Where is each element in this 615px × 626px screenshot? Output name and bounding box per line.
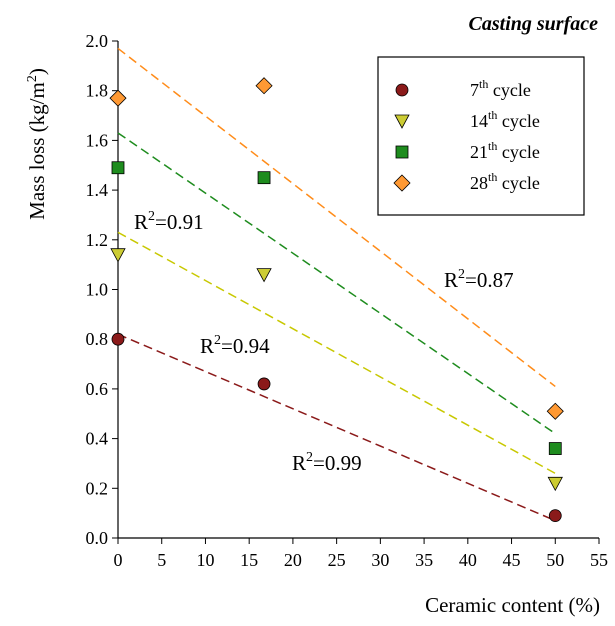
- r2-annotation-2: R2=0.94: [200, 333, 270, 358]
- data-point-series-4: [546, 402, 564, 420]
- y-axis-label: Mass loss (kg/m2): [25, 68, 49, 220]
- y-tick-label: 1.8: [86, 81, 109, 101]
- x-tick-label: 0: [114, 550, 123, 570]
- x-tick-label: 30: [371, 550, 389, 570]
- y-axis-label-base: Mass loss (kg/m: [25, 82, 49, 220]
- legend-label-3: 21th cycle: [470, 139, 540, 162]
- y-tick-label: 1.2: [86, 230, 109, 250]
- chart-title: Casting surface: [469, 13, 599, 35]
- x-tick-label: 35: [415, 550, 433, 570]
- data-point-series-1: [257, 377, 271, 391]
- y-axis-label-sup: 2: [25, 75, 40, 82]
- legend-label-2: 14th cycle: [470, 108, 540, 131]
- x-tick-label: 25: [328, 550, 346, 570]
- trend-line-1: [117, 333, 556, 522]
- legend-marker-1: [395, 83, 409, 97]
- legend: 7th cycle 14th cycle 21th cycle 28th cycle: [377, 56, 585, 216]
- x-tick-label: 10: [196, 550, 214, 570]
- x-tick-label: 5: [157, 550, 166, 570]
- legend-marker-3: [395, 145, 409, 159]
- x-tick-label: 40: [459, 550, 477, 570]
- y-tick-label: 1.4: [86, 180, 109, 200]
- plot-layer: 0 5 10 15 20 25 30 35 40 45 50 55 0.0 0.2 0.4 0.6 0.8 1.0…: [86, 31, 609, 570]
- r2-annotation-1: R2=0.99: [292, 450, 362, 475]
- x-tick-label: 55: [590, 550, 608, 570]
- legend-label-1: 7th cycle: [470, 77, 531, 100]
- data-point-series-4: [109, 89, 127, 107]
- legend-label-4: 28th cycle: [470, 170, 540, 193]
- r2-annotation-3: R2=0.91: [134, 209, 204, 234]
- y-tick-label: 0.6: [86, 379, 109, 399]
- y-tick-label: 0.8: [86, 329, 109, 349]
- x-tick-label: 20: [284, 550, 302, 570]
- legend-marker-2: [394, 114, 410, 129]
- data-point-series-4: [255, 77, 273, 95]
- r2-annotation-4: R2=0.87: [444, 267, 514, 292]
- x-tick-label: 45: [503, 550, 521, 570]
- legend-box: [377, 56, 585, 216]
- trend-line-3: [117, 132, 556, 435]
- data-point-series-2: [547, 476, 563, 492]
- y-axis-label-end: ): [25, 68, 49, 75]
- data-point-series-2: [110, 248, 126, 263]
- data-point-series-3: [257, 171, 271, 185]
- x-tick-label: 15: [240, 550, 258, 570]
- data-point-series-1: [548, 509, 562, 523]
- data-point-series-3: [548, 442, 562, 455]
- y-tick-label: 0.4: [86, 429, 109, 449]
- y-tick-label: 2.0: [86, 31, 109, 51]
- legend-marker-4: [393, 174, 411, 192]
- data-point-series-2: [256, 268, 272, 283]
- trend-line-4: [117, 47, 556, 388]
- y-tick-label: 0.0: [86, 528, 109, 548]
- data-point-series-1: [111, 332, 125, 346]
- data-point-series-3: [111, 161, 125, 175]
- x-axis-label: Ceramic content (%): [425, 593, 600, 617]
- y-tick-label: 1.0: [86, 280, 109, 300]
- y-tick-label: 1.6: [86, 130, 109, 150]
- x-tick-label: 50: [546, 550, 564, 570]
- y-tick-label: 0.2: [86, 478, 109, 498]
